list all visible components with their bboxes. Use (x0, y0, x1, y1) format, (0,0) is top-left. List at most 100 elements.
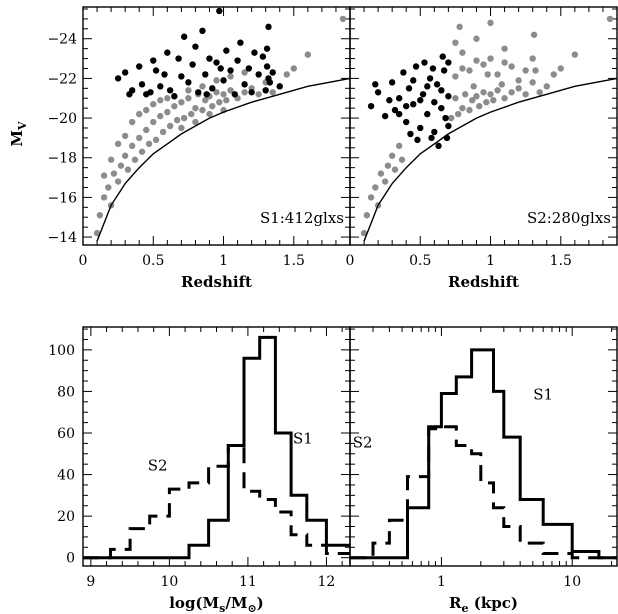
series-label: S2 (353, 434, 373, 452)
parent-point (501, 59, 508, 66)
limit-curve (363, 77, 618, 242)
x-tick-label: 1 (486, 253, 495, 269)
parent-point (152, 136, 160, 144)
panel-bottom-right: 1 10 Re (kpc) S1 S2 (349, 326, 618, 614)
sample-point (209, 85, 216, 92)
parent-point (459, 49, 466, 56)
x-tick-label: 1 (437, 574, 446, 590)
parent-point (455, 110, 462, 118)
sample-point (276, 83, 283, 90)
parent-point (339, 15, 347, 23)
sample-point (263, 63, 271, 70)
sample-point (265, 23, 272, 31)
parent-point (372, 184, 379, 191)
sample-point (395, 95, 403, 102)
x-axis-label: log(Ms/M⊙) (169, 594, 264, 614)
parent-point (143, 106, 150, 114)
parent-point (480, 89, 487, 96)
parent-point (571, 51, 579, 58)
sample-point (445, 59, 452, 66)
sample-point (150, 57, 157, 64)
panel-top-right: 0 0.5 1 1.5 Redshift S2:280glxs (346, 6, 618, 291)
parent-point (377, 170, 385, 177)
parent-point (100, 172, 108, 179)
sample-point (213, 59, 220, 66)
parent-point (121, 152, 129, 159)
parent-point (110, 170, 118, 177)
x-axis-label-main: R (449, 594, 462, 612)
sample-point (164, 49, 171, 56)
parent-point (136, 134, 143, 142)
sample-point (405, 85, 413, 92)
parent-point (178, 124, 185, 132)
parent-point (150, 118, 157, 126)
parent-point (522, 67, 529, 74)
parent-point (473, 57, 480, 64)
sample-point (189, 61, 196, 68)
sample-point (161, 71, 168, 78)
parent-point (114, 140, 122, 148)
sample-point (438, 104, 445, 112)
sample-point (269, 69, 276, 76)
parent-point (484, 71, 491, 78)
sample-point (152, 67, 160, 74)
parent-point (606, 15, 614, 23)
y-tick-label: −22 (47, 71, 77, 87)
x-axis-label: Re (kpc) (449, 594, 518, 614)
x-axis-label-mid: /M (225, 594, 247, 612)
parent-point (93, 229, 101, 237)
parent-point (143, 126, 150, 134)
parent-point (388, 152, 396, 159)
parent-point (360, 229, 368, 237)
histogram-s1 (350, 348, 617, 560)
sample-point (255, 71, 262, 78)
parent-point (494, 71, 501, 78)
sample-point (428, 134, 435, 142)
x-tick-label: 0 (346, 253, 355, 269)
sample-point (266, 79, 274, 86)
sample-point (367, 102, 375, 110)
plot-frame (349, 6, 618, 246)
sample-point (192, 43, 199, 50)
parent-point (145, 140, 153, 148)
parent-point (128, 142, 136, 150)
parent-point (466, 67, 473, 74)
y-tick-label: 0 (66, 551, 75, 567)
parent-point (501, 45, 508, 52)
parent-point (367, 194, 375, 201)
parent-point (178, 99, 185, 106)
sample-point (138, 81, 146, 88)
parent-point (188, 110, 195, 118)
parent-point (487, 91, 494, 98)
parent-point (384, 162, 392, 169)
x-tick-label: 12 (318, 574, 336, 590)
parent-point (157, 112, 164, 120)
sample-point (417, 124, 424, 132)
sample-point (203, 91, 210, 98)
y-tick-label: 40 (57, 468, 75, 484)
parent-point (483, 99, 490, 106)
sample-point (407, 130, 414, 138)
parent-point (96, 212, 104, 219)
parent-point (227, 73, 234, 80)
parent-point (473, 93, 480, 100)
sample-point (431, 99, 438, 106)
sample-point (426, 75, 434, 82)
parent-point (100, 194, 108, 201)
sample-point (121, 69, 129, 76)
parent-point (202, 97, 209, 104)
sample-point (157, 83, 164, 90)
sample-point (114, 75, 122, 82)
parent-point (223, 97, 230, 104)
parent-point (473, 35, 480, 42)
x-tick-label: 9 (86, 574, 95, 590)
parent-point (550, 71, 557, 78)
parent-point (164, 95, 171, 102)
series-label: S1 (293, 429, 313, 447)
parent-point (199, 106, 206, 114)
x-axis-label-main: log(M (169, 594, 219, 612)
parent-point (515, 77, 522, 84)
y-tick-label: −18 (47, 151, 77, 167)
parent-point (138, 148, 146, 155)
parent-point (462, 91, 469, 98)
